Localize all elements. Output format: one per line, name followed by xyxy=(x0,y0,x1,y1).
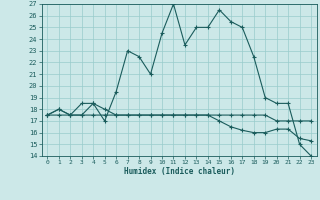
X-axis label: Humidex (Indice chaleur): Humidex (Indice chaleur) xyxy=(124,167,235,176)
